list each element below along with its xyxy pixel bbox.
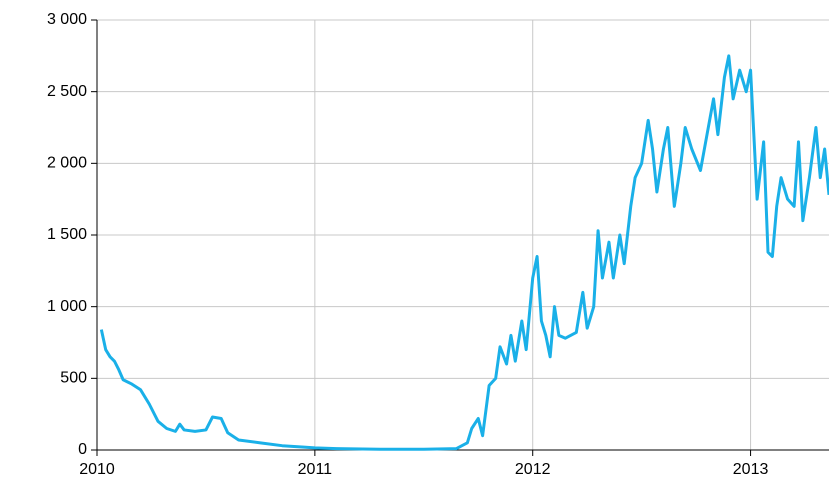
x-tick-label: 2011 — [298, 461, 333, 478]
y-tick-label: 2 500 — [47, 83, 87, 100]
y-tick-label: 1 000 — [47, 298, 87, 315]
y-tick-label: 1 500 — [47, 226, 87, 243]
x-tick-label: 2013 — [733, 461, 769, 478]
x-tick-label: 2010 — [79, 461, 115, 478]
x-tick-label: 2012 — [515, 461, 551, 478]
line-series — [99, 54, 829, 451]
y-tick-label: 500 — [60, 370, 87, 387]
y-tick-label: 0 — [78, 441, 87, 458]
y-tick-label: 2 000 — [47, 155, 87, 172]
y-tick-label: 3 000 — [47, 11, 87, 28]
